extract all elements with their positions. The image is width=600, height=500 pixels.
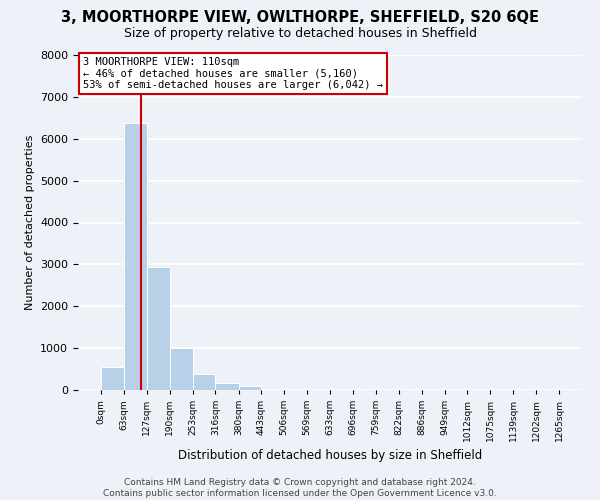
Bar [101,367,124,390]
Bar [239,386,262,390]
Text: 3 MOORTHORPE VIEW: 110sqm
← 46% of detached houses are smaller (5,160)
53% of se: 3 MOORTHORPE VIEW: 110sqm ← 46% of detac… [83,56,383,90]
Text: 3, MOORTHORPE VIEW, OWLTHORPE, SHEFFIELD, S20 6QE: 3, MOORTHORPE VIEW, OWLTHORPE, SHEFFIELD… [61,10,539,25]
Text: Contains HM Land Registry data © Crown copyright and database right 2024.
Contai: Contains HM Land Registry data © Crown c… [103,478,497,498]
Bar [193,374,215,390]
Bar [147,268,170,390]
Text: Size of property relative to detached houses in Sheffield: Size of property relative to detached ho… [124,28,476,40]
X-axis label: Distribution of detached houses by size in Sheffield: Distribution of detached houses by size … [178,450,482,462]
Bar [124,123,147,390]
Bar [170,348,193,390]
Bar [215,383,239,390]
Y-axis label: Number of detached properties: Number of detached properties [25,135,35,310]
